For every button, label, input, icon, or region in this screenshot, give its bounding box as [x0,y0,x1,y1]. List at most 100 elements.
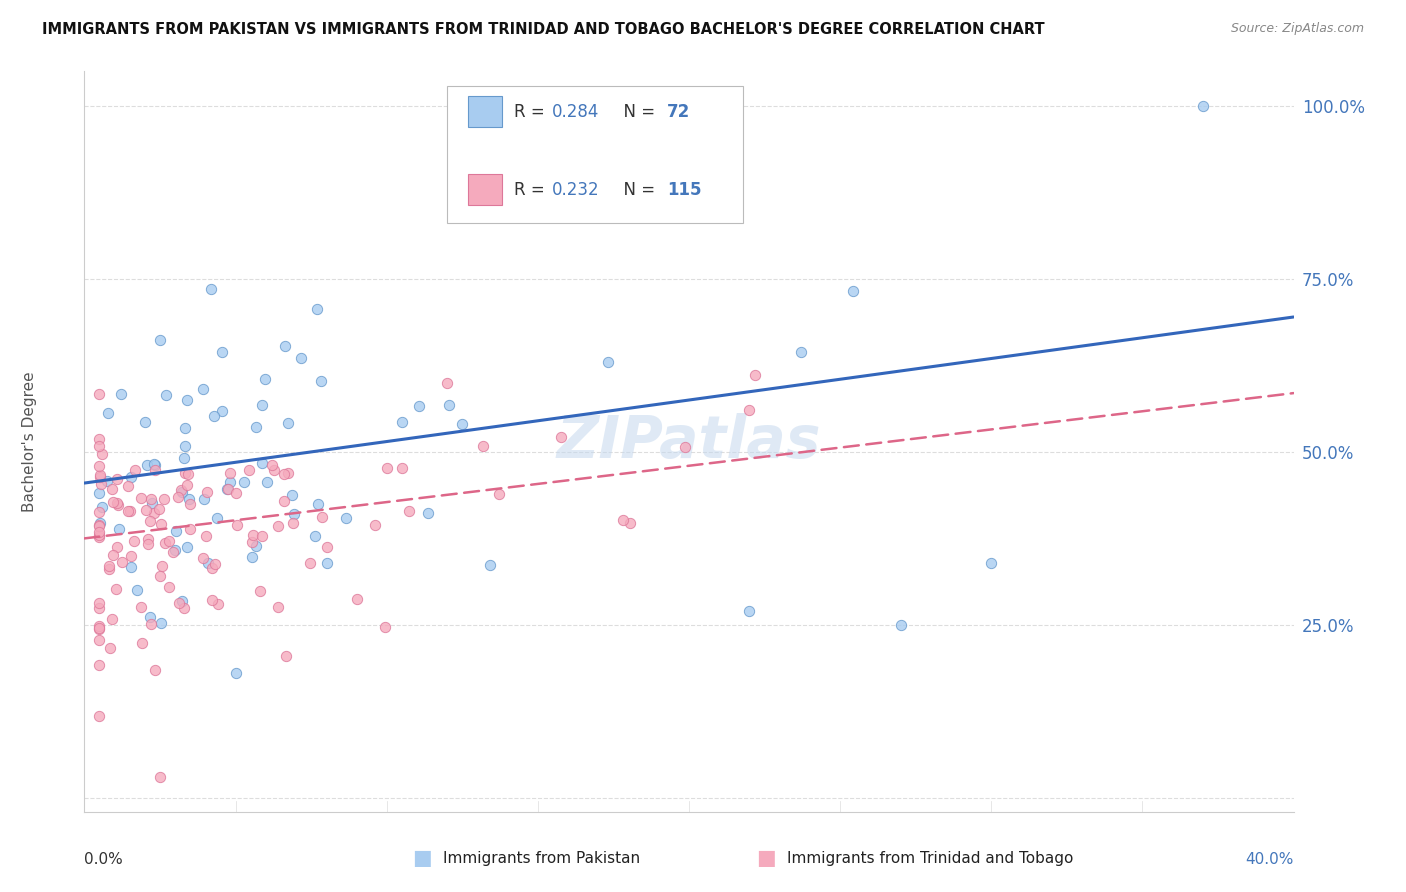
Point [240,535,263,549]
Point [89,524,111,539]
Point [89,387,111,401]
Point [89,632,111,647]
Point [250,456,273,470]
Text: R =: R = [513,181,550,199]
Point [120,549,142,563]
Point [391,415,413,429]
Point [307,497,329,511]
Point [117,478,139,492]
Point [842,284,865,298]
Point [240,550,263,565]
Point [129,491,152,505]
Point [143,506,166,520]
Point [290,351,312,365]
Point [619,516,641,531]
Point [1192,99,1215,113]
Point [200,282,222,296]
Point [245,539,267,553]
Point [436,376,458,390]
Point [131,635,153,649]
Point [738,604,761,618]
Point [149,333,172,347]
Point [377,460,399,475]
Point [267,519,290,533]
Point [263,463,285,477]
Point [364,518,387,533]
Text: 0.232: 0.232 [553,181,600,199]
Point [149,770,172,784]
Point [890,618,912,632]
Text: R =: R = [513,103,550,121]
Point [138,533,160,547]
Point [118,504,141,518]
Point [242,528,264,542]
Point [136,537,159,551]
Point [165,524,187,539]
Point [472,439,495,453]
Point [245,420,267,434]
Text: 40.0%: 40.0% [1246,853,1294,867]
Point [335,511,357,525]
Point [479,558,502,573]
Point [550,430,572,444]
Point [217,482,239,496]
Point [89,657,111,672]
Point [120,469,142,483]
Point [111,555,134,569]
Point [398,504,420,518]
Point [134,415,156,429]
Point [143,458,166,472]
Point [172,484,194,499]
Point [267,599,290,614]
Point [149,569,172,583]
Point [744,368,766,382]
Point [89,439,111,453]
Point [179,522,201,536]
Point [176,467,198,481]
Point [391,461,413,475]
Point [89,458,111,473]
Text: 72: 72 [668,103,690,121]
Point [193,550,215,565]
Point [89,618,111,632]
Point [225,486,247,500]
Point [108,522,131,536]
Point [346,591,368,606]
Point [790,344,813,359]
FancyBboxPatch shape [468,174,502,204]
Text: Source: ZipAtlas.com: Source: ZipAtlas.com [1230,22,1364,36]
Point [416,506,439,520]
Point [179,497,201,511]
Point [195,485,218,500]
Point [673,441,696,455]
Point [89,519,111,533]
Point [176,393,198,408]
Point [89,601,111,615]
Point [281,516,304,530]
Point [157,533,180,548]
FancyBboxPatch shape [447,87,744,223]
Point [89,469,111,483]
Point [150,559,173,574]
Point [451,417,474,431]
Point [177,492,200,507]
Point [101,482,124,496]
Point [89,528,111,542]
Point [129,599,152,614]
Point [120,560,142,574]
Point [738,403,761,417]
Point [89,516,111,531]
Point [305,301,328,316]
Point [197,556,219,570]
Point [107,498,129,512]
Point [96,474,118,488]
Text: ZIPatlas: ZIPatlas [557,413,821,470]
Point [170,483,193,498]
Point [167,490,190,504]
Point [105,472,128,486]
Point [374,620,396,634]
Point [143,663,166,677]
Point [193,382,215,396]
Text: IMMIGRANTS FROM PAKISTAN VS IMMIGRANTS FROM TRINIDAD AND TOBAGO BACHELOR'S DEGRE: IMMIGRANTS FROM PAKISTAN VS IMMIGRANTS F… [42,22,1045,37]
Point [408,399,430,413]
